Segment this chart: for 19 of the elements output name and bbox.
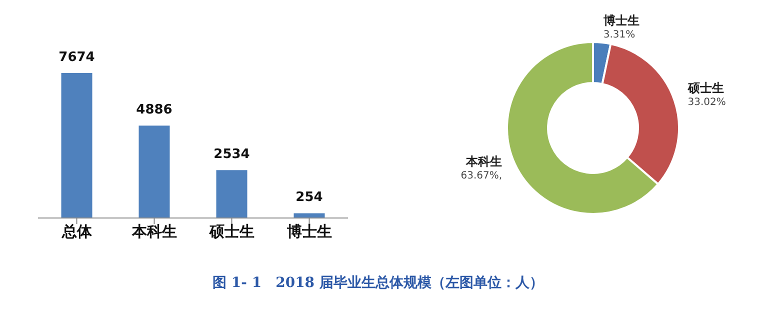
x-tick-label: 本科生: [130, 222, 177, 241]
data-label: 3.31%: [603, 30, 636, 41]
slice-label: 硕士生: [686, 81, 724, 96]
x-tick-label: 硕士生: [208, 222, 254, 241]
data-label: 7674: [58, 50, 95, 65]
data-label: 63.67%,: [460, 170, 502, 182]
slice-label: 本科生: [465, 154, 502, 169]
bar: [61, 73, 92, 218]
x-tick-label: 博士生: [286, 222, 332, 241]
data-label: 254: [296, 190, 323, 206]
bar: [138, 126, 170, 218]
bar: [216, 170, 248, 218]
slice-label: 博士生: [602, 14, 640, 28]
data-label: 2534: [214, 147, 250, 162]
x-tick-label: 总体: [60, 222, 93, 241]
caption: 图 1- 1 2018 届毕业生总体规模（左图单位：人）: [212, 274, 544, 292]
bar: [294, 213, 325, 218]
data-label: 33.02%: [688, 97, 726, 108]
data-label: 4886: [136, 102, 172, 118]
